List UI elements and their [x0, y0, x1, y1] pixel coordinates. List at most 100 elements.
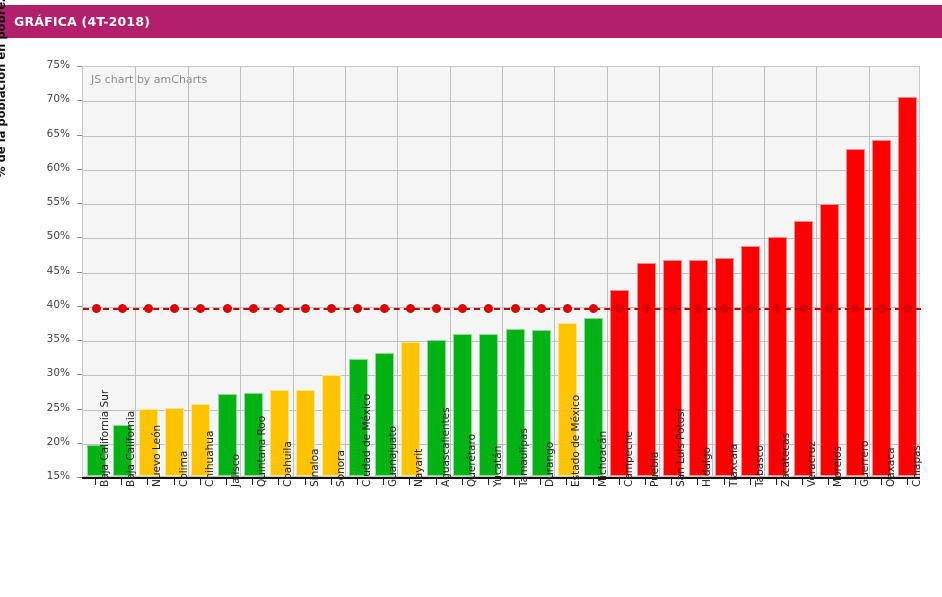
bar-ciudad-de-m-xico[interactable]: [349, 358, 368, 476]
bar-tlaxcala[interactable]: [715, 257, 734, 476]
reference-marker[interactable]: [851, 303, 861, 313]
y-axis-tick-label: 20%: [46, 435, 70, 448]
bar-san-luis-potos-[interactable]: [663, 259, 682, 476]
bar-coahuila[interactable]: [270, 389, 289, 476]
x-axis-label: Tamaulipas: [518, 428, 531, 487]
y-axis-tick: [77, 237, 82, 239]
x-axis-tick: [907, 479, 908, 485]
x-axis-tick: [305, 479, 306, 485]
page-title: GRÁFICA (4T-2018): [14, 14, 151, 29]
x-axis-tick: [776, 479, 777, 485]
bar-guanajuato[interactable]: [375, 352, 394, 476]
x-axis-tick: [357, 479, 358, 485]
x-gridline: [188, 67, 189, 476]
reference-marker[interactable]: [379, 303, 389, 313]
x-gridline: [607, 67, 608, 476]
x-axis-label: Campeche: [622, 430, 635, 487]
x-axis-tick: [331, 479, 332, 485]
bar-hidalgo[interactable]: [689, 260, 708, 476]
bar-tamaulipas[interactable]: [506, 329, 525, 476]
reference-marker[interactable]: [327, 303, 337, 313]
x-gridline: [345, 67, 346, 476]
bar-veracruz[interactable]: [794, 220, 813, 476]
y-gridline: [83, 204, 919, 205]
reference-marker[interactable]: [301, 303, 311, 313]
reference-marker[interactable]: [589, 303, 599, 313]
bar-campeche[interactable]: [610, 290, 629, 476]
y-axis-tick: [77, 134, 82, 136]
bar-sonora[interactable]: [322, 374, 341, 476]
x-axis-label: Ciudad de México: [360, 393, 373, 487]
reference-marker[interactable]: [903, 303, 913, 313]
reference-marker[interactable]: [91, 303, 101, 313]
x-axis-label: Yucatán: [491, 445, 504, 487]
reference-marker[interactable]: [143, 303, 153, 313]
reference-marker[interactable]: [562, 303, 572, 313]
reference-marker[interactable]: [667, 303, 677, 313]
reference-marker[interactable]: [798, 303, 808, 313]
reference-marker[interactable]: [432, 303, 442, 313]
x-axis-label: Morelos: [832, 446, 845, 487]
bar-chiapas[interactable]: [898, 97, 917, 476]
bar-sinaloa[interactable]: [296, 389, 315, 476]
x-axis-label: Nayarit: [413, 448, 426, 487]
reference-marker[interactable]: [877, 303, 887, 313]
reference-marker[interactable]: [484, 303, 494, 313]
reference-marker[interactable]: [170, 303, 180, 313]
bar-nayarit[interactable]: [401, 342, 420, 476]
x-axis-label: Colima: [177, 450, 190, 487]
y-axis-tick-label: 30%: [46, 367, 70, 380]
x-axis-tick: [697, 479, 698, 485]
x-axis-label: Durango: [544, 441, 557, 487]
bar-chihuahua[interactable]: [191, 404, 210, 476]
reference-marker[interactable]: [222, 303, 232, 313]
x-axis-label: Chihuahua: [203, 430, 216, 487]
reference-marker[interactable]: [772, 303, 782, 313]
reference-marker[interactable]: [196, 303, 206, 313]
x-axis-label: Estado de México: [570, 394, 583, 487]
x-axis-tick: [488, 479, 489, 485]
reference-marker[interactable]: [510, 303, 520, 313]
bar-aguascalientes[interactable]: [427, 340, 446, 476]
y-gridline: [83, 306, 919, 308]
bar-colima[interactable]: [165, 407, 184, 476]
reference-marker[interactable]: [248, 303, 258, 313]
reference-marker[interactable]: [274, 303, 284, 313]
reference-marker[interactable]: [746, 303, 756, 313]
reference-marker[interactable]: [615, 303, 625, 313]
bar-durango[interactable]: [532, 330, 551, 476]
reference-line: [83, 308, 921, 311]
bar-puebla[interactable]: [637, 262, 656, 476]
bar-estado-de-m-xico[interactable]: [558, 322, 577, 476]
bar-yucat-n[interactable]: [479, 333, 498, 476]
reference-marker[interactable]: [117, 303, 127, 313]
x-axis-tick: [671, 479, 672, 485]
bar-quintana-roo[interactable]: [244, 393, 263, 476]
reference-marker[interactable]: [353, 303, 363, 313]
y-axis-tick: [77, 271, 82, 273]
bar-morelos[interactable]: [820, 204, 839, 476]
reference-marker[interactable]: [720, 303, 730, 313]
bar-nuevo-le-n[interactable]: [139, 408, 158, 476]
y-axis-tick: [77, 340, 82, 341]
reference-marker[interactable]: [693, 303, 703, 313]
y-gridline: [83, 375, 919, 377]
reference-marker[interactable]: [458, 303, 468, 313]
bar-tabasco[interactable]: [741, 245, 760, 476]
x-gridline: [816, 67, 817, 476]
bar-baja-california-sur[interactable]: [87, 445, 106, 476]
plot-area: JS chart by amCharts: [82, 66, 921, 477]
x-gridline: [659, 67, 660, 476]
reference-marker[interactable]: [641, 303, 651, 313]
x-axis-label: Sonora: [334, 450, 347, 487]
x-axis-label: Nuevo León: [151, 424, 164, 487]
reference-marker[interactable]: [405, 303, 415, 313]
reference-marker[interactable]: [536, 303, 546, 313]
bar-quer-taro[interactable]: [453, 334, 472, 476]
bar-jalisco[interactable]: [218, 393, 237, 476]
bar-michoac-n[interactable]: [584, 317, 603, 476]
bar-zacatecas[interactable]: [768, 236, 787, 476]
reference-marker[interactable]: [824, 303, 834, 313]
bar-baja-california[interactable]: [113, 425, 132, 476]
x-axis-label: Aguascalientes: [439, 407, 452, 487]
